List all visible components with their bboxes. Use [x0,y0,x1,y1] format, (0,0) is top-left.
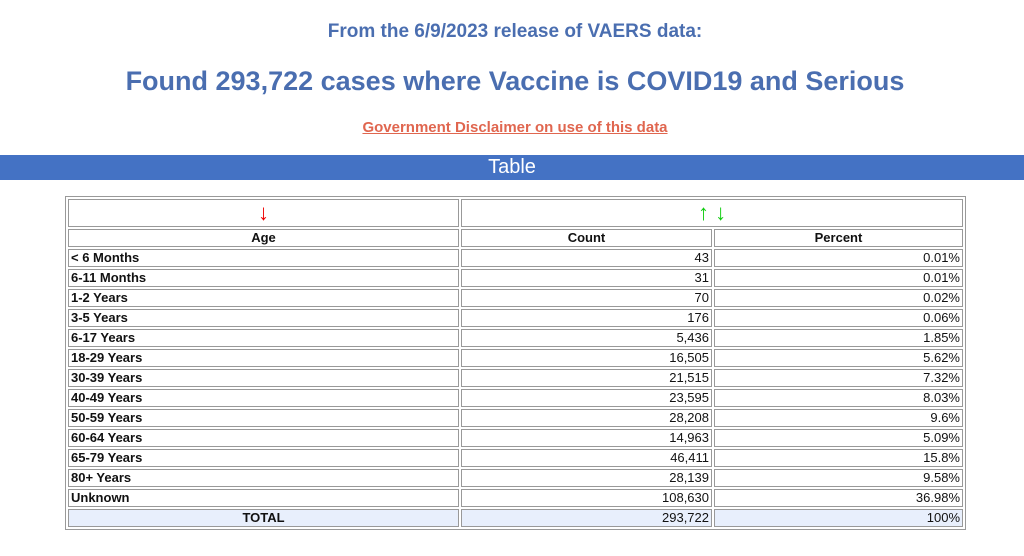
table-band: Table [0,155,1024,180]
column-header-age: Age [68,229,459,247]
age-cell: 80+ Years [68,469,459,487]
count-cell: 5,436 [461,329,712,347]
percent-cell: 15.8% [714,449,963,467]
age-cell: 60-64 Years [68,429,459,447]
count-cell: 43 [461,249,712,267]
sort-down-arrow-icon[interactable]: ↓ [258,200,269,225]
total-count: 293,722 [461,509,712,527]
table-row: Unknown 108,630 36.98% [68,489,963,507]
sort-age-cell: ↓ [68,199,459,227]
percent-cell: 0.02% [714,289,963,307]
age-cell: 50-59 Years [68,409,459,427]
age-table: ↓ ↑ ↓ Age Count Percent < 6 Months 43 0.01… [65,196,966,530]
table-row: 1-2 Years 70 0.02% [68,289,963,307]
count-cell: 28,139 [461,469,712,487]
percent-cell: 0.06% [714,309,963,327]
column-header-percent: Percent [714,229,963,247]
age-cell: 18-29 Years [68,349,459,367]
percent-cell: 8.03% [714,389,963,407]
percent-cell: 1.85% [714,329,963,347]
age-cell: 6-17 Years [68,329,459,347]
count-cell: 46,411 [461,449,712,467]
table-row: 65-79 Years 46,411 15.8% [68,449,963,467]
table-row: 6-11 Months 31 0.01% [68,269,963,287]
count-cell: 14,963 [461,429,712,447]
total-row: TOTAL 293,722 100% [68,509,963,527]
percent-cell: 5.09% [714,429,963,447]
age-cell: 30-39 Years [68,369,459,387]
table-row: 30-39 Years 21,515 7.32% [68,369,963,387]
count-cell: 70 [461,289,712,307]
count-cell: 108,630 [461,489,712,507]
table-row: < 6 Months 43 0.01% [68,249,963,267]
table-row: 3-5 Years 176 0.06% [68,309,963,327]
sort-count-cell: ↑ ↓ [461,199,963,227]
table-row: 18-29 Years 16,505 5.62% [68,349,963,367]
percent-cell: 5.62% [714,349,963,367]
table-row: 80+ Years 28,139 9.58% [68,469,963,487]
column-header-count: Count [461,229,712,247]
disclaimer-link[interactable]: Government Disclaimer on use of this dat… [362,119,668,136]
percent-cell: 9.58% [714,469,963,487]
age-cell: < 6 Months [68,249,459,267]
count-cell: 31 [461,269,712,287]
table-row: 6-17 Years 5,436 1.85% [68,329,963,347]
age-cell: 3-5 Years [68,309,459,327]
table-row: 40-49 Years 23,595 8.03% [68,389,963,407]
age-cell: Unknown [68,489,459,507]
percent-cell: 7.32% [714,369,963,387]
percent-cell: 9.6% [714,409,963,427]
release-subtitle: From the 6/9/2023 release of VAERS data: [327,21,703,42]
age-cell: 40-49 Years [68,389,459,407]
total-label: TOTAL [68,509,459,527]
sort-up-arrow-icon[interactable]: ↑ [697,200,709,225]
count-cell: 23,595 [461,389,712,407]
percent-cell: 36.98% [714,489,963,507]
table-row: 60-64 Years 14,963 5.09% [68,429,963,447]
page-title: Found 293,722 cases where Vaccine is COV… [125,66,905,96]
total-percent: 100% [714,509,963,527]
age-cell: 1-2 Years [68,289,459,307]
count-cell: 21,515 [461,369,712,387]
count-cell: 16,505 [461,349,712,367]
age-cell: 6-11 Months [68,269,459,287]
percent-cell: 0.01% [714,249,963,267]
count-cell: 176 [461,309,712,327]
table-row: 50-59 Years 28,208 9.6% [68,409,963,427]
count-cell: 28,208 [461,409,712,427]
age-cell: 65-79 Years [68,449,459,467]
percent-cell: 0.01% [714,269,963,287]
sort-down-arrow-icon[interactable]: ↓ [715,200,727,225]
